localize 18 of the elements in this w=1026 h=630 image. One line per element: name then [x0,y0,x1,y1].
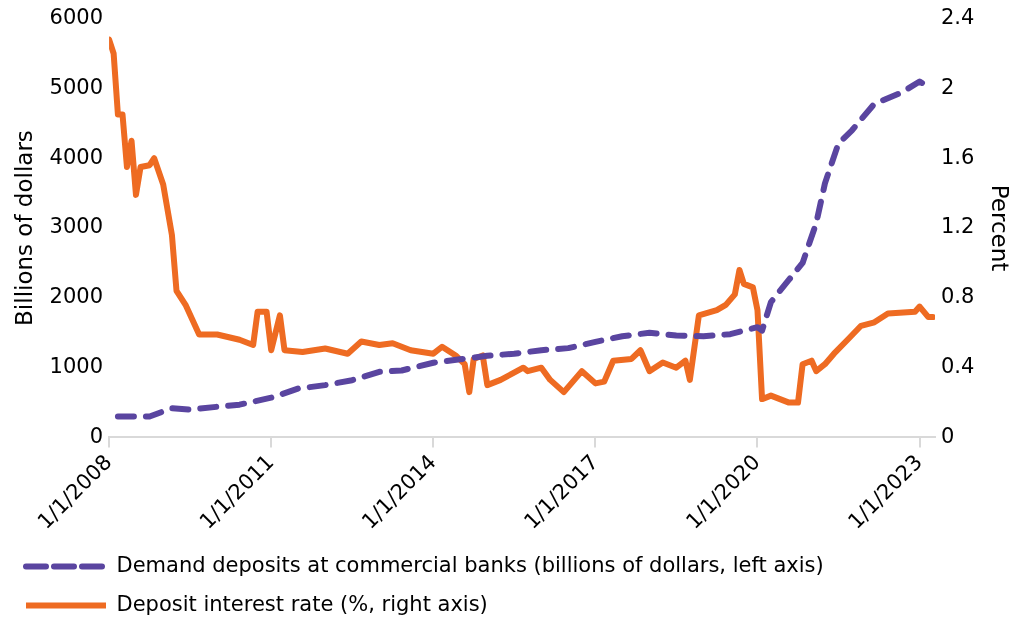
y-tick-label: 0 [89,423,104,448]
y2-tick-label: 0.4 [941,354,975,379]
y2-tick-label: 0 [941,423,955,448]
y2-tick-label: 1.6 [941,144,975,169]
legend-label: Deposit interest rate (%, right axis) [116,591,488,616]
y-tick-label: 1000 [49,354,104,379]
y-tick-label: 6000 [49,5,104,30]
y-tick-label: 5000 [49,74,104,99]
legend-label: Demand deposits at commercial banks (billions of dollars, left axis) [116,552,824,577]
y2-tick-label: 0.8 [941,284,975,309]
y2-axis-title: Percent [987,184,1014,272]
y-tick-label: 4000 [49,144,104,169]
y-axis-title: Billions of dollars [10,130,37,326]
y2-tick-label: 2 [941,74,955,99]
y-tick-label: 3000 [49,214,104,239]
y2-tick-label: 2.4 [941,5,975,30]
y2-tick-label: 1.2 [941,214,975,239]
y-tick-label: 2000 [49,284,104,309]
